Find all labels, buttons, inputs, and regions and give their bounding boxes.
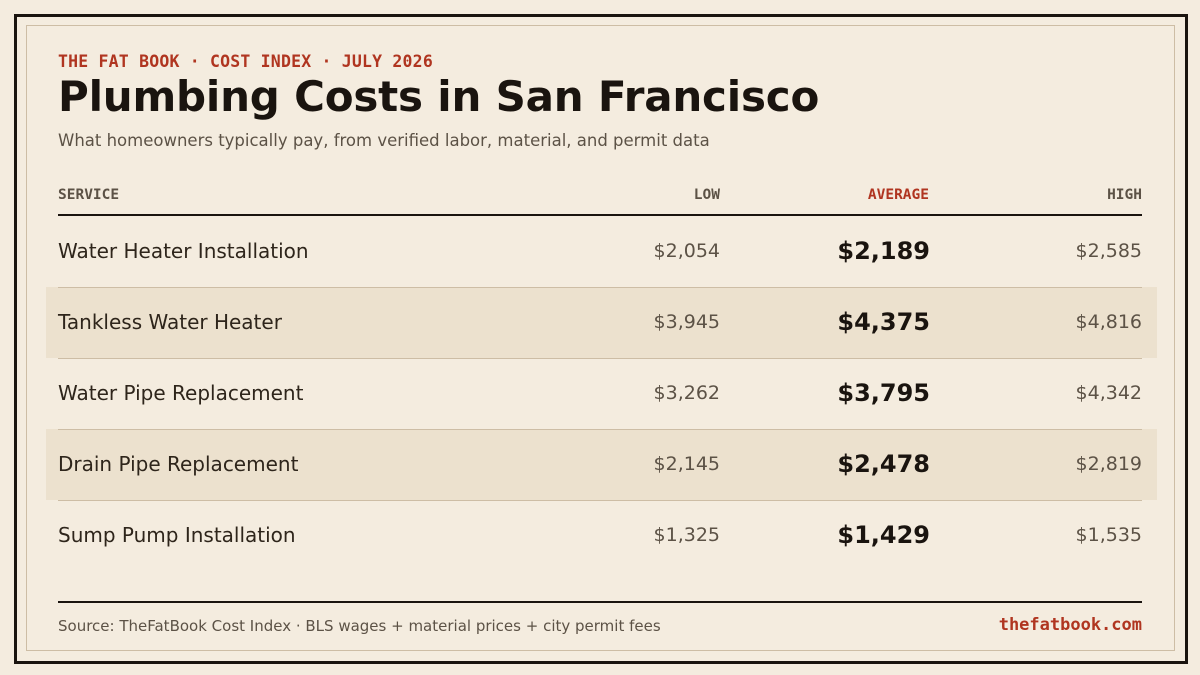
page-subtitle: What homeowners typically pay, from veri… [58, 131, 710, 150]
source-note: Source: TheFatBook Cost Index · BLS wage… [58, 617, 661, 635]
inner-frame [26, 25, 1175, 651]
column-header-service: SERVICE [58, 187, 120, 203]
low-cost: $3,262 [653, 382, 720, 404]
table-row: Water Pipe Replacement $3,262 $3,795 $4,… [46, 358, 1157, 429]
service-name: Water Heater Installation [58, 239, 309, 263]
service-name: Drain Pipe Replacement [58, 452, 299, 476]
average-cost: $1,429 [837, 521, 930, 549]
low-cost: $3,945 [653, 311, 720, 333]
row-divider [58, 429, 1142, 430]
row-divider [58, 358, 1142, 359]
table-row: Water Heater Installation $2,054 $2,189 … [46, 216, 1157, 287]
page-title: Plumbing Costs in San Francisco [58, 72, 820, 121]
table-row: Drain Pipe Replacement $2,145 $2,478 $2,… [46, 429, 1157, 500]
average-cost: $3,795 [837, 379, 930, 407]
outer-frame [14, 14, 1188, 664]
low-cost: $2,054 [653, 240, 720, 262]
column-header-low: LOW [693, 187, 720, 203]
row-divider [58, 287, 1142, 288]
average-cost: $2,478 [837, 450, 930, 478]
average-cost: $2,189 [837, 237, 930, 265]
column-header-average: AVERAGE [867, 187, 929, 203]
service-name: Water Pipe Replacement [58, 381, 304, 405]
average-cost: $4,375 [837, 308, 930, 336]
low-cost: $1,325 [653, 524, 720, 546]
footer-divider [58, 601, 1142, 603]
service-name: Sump Pump Installation [58, 523, 296, 547]
high-cost: $2,819 [1075, 453, 1142, 475]
high-cost: $4,816 [1075, 311, 1142, 333]
low-cost: $2,145 [653, 453, 720, 475]
service-name: Tankless Water Heater [58, 310, 282, 334]
column-header-high: HIGH [1107, 187, 1142, 203]
header-divider [58, 214, 1142, 216]
high-cost: $1,535 [1075, 524, 1142, 546]
site-link[interactable]: thefatbook.com [998, 615, 1142, 635]
high-cost: $2,585 [1075, 240, 1142, 262]
kicker: THE FAT BOOK · COST INDEX · JULY 2026 [58, 52, 433, 71]
high-cost: $4,342 [1075, 382, 1142, 404]
row-divider [58, 500, 1142, 501]
table-row: Sump Pump Installation $1,325 $1,429 $1,… [46, 500, 1157, 571]
table-row: Tankless Water Heater $3,945 $4,375 $4,8… [46, 287, 1157, 358]
